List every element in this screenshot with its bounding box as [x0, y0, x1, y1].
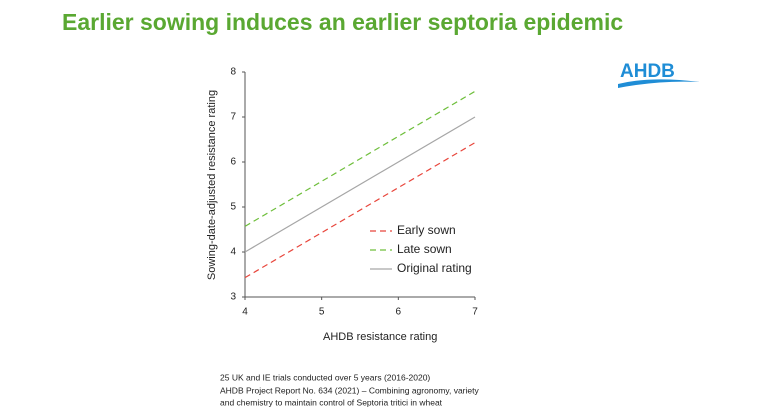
slide-title: Earlier sowing induces an earlier septor… [62, 9, 623, 35]
x-tick-label: 5 [319, 307, 325, 318]
footnote: 25 UK and IE trials conducted over 5 yea… [220, 372, 430, 382]
logo-swoosh [618, 79, 700, 88]
legend-label: Late sown [397, 242, 452, 256]
y-tick-label: 5 [230, 202, 236, 213]
x-tick-label: 7 [472, 307, 478, 318]
series-line [244, 116, 476, 253]
logo: AHDB [620, 61, 675, 82]
series-line [244, 90, 476, 227]
x-tick-label: 6 [396, 307, 402, 318]
y-tick-label: 8 [230, 67, 236, 78]
y-axis-label: Sowing-date-adjusted resistance rating [206, 90, 218, 280]
x-tick-label: 4 [242, 307, 248, 318]
legend-label: Early sown [397, 223, 456, 237]
y-tick-label: 4 [230, 247, 236, 258]
legend-label: Original rating [397, 261, 472, 275]
footnote: AHDB Project Report No. 634 (2021) – Com… [220, 385, 479, 395]
y-tick-label: 3 [230, 292, 236, 303]
footnote: and chemistry to maintain control of Sep… [220, 397, 443, 407]
x-axis-label: AHDB resistance rating [323, 331, 437, 343]
y-tick-label: 6 [230, 157, 236, 168]
y-tick-label: 7 [230, 112, 236, 123]
series-line [244, 142, 476, 279]
